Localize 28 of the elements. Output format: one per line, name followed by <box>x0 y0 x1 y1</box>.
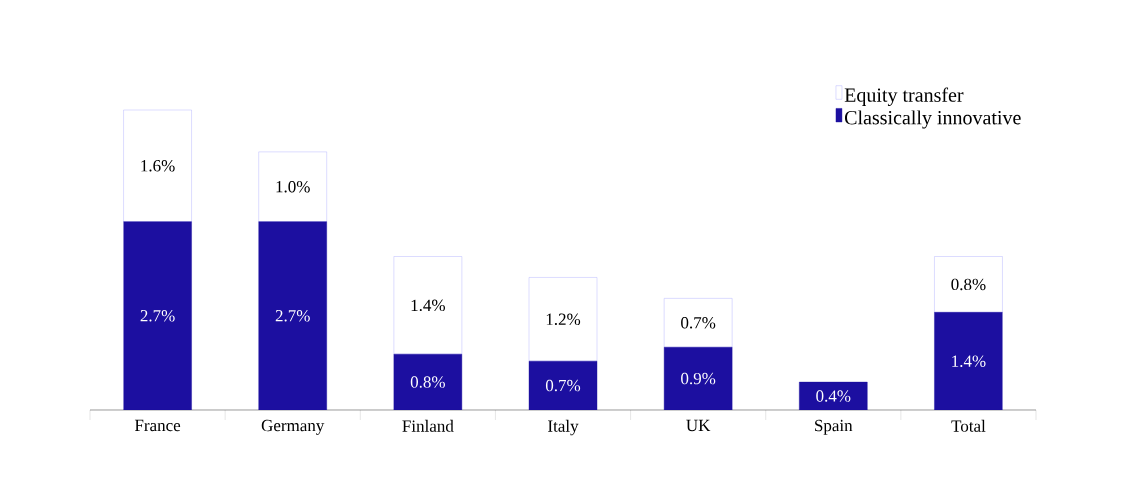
data-label: 0.8% <box>951 278 986 291</box>
data-label: 1.2% <box>546 313 581 326</box>
x-tick-label: Total <box>951 419 986 432</box>
bar <box>123 109 192 222</box>
data-label: 1.4% <box>411 299 445 312</box>
x-tick-label: France <box>134 419 181 432</box>
x-tick-label: Italy <box>548 419 579 436</box>
legend-label: Equity transfer <box>844 87 964 106</box>
x-tick-label: Germany <box>261 419 325 435</box>
bar <box>393 256 463 355</box>
data-label: 1.4% <box>952 355 986 367</box>
data-label: 2.7% <box>275 310 310 322</box>
x-tick-label: Spain <box>815 419 853 435</box>
data-label: 1.0% <box>276 180 310 193</box>
data-label: 0.4% <box>816 390 851 402</box>
data-label: 0.8% <box>410 376 445 388</box>
data-label: 1.6% <box>141 160 175 172</box>
x-tick-label: Finland <box>402 419 454 432</box>
bar <box>934 256 1003 313</box>
bar <box>258 151 327 222</box>
data-label: 0.9% <box>681 372 716 385</box>
data-label: 0.7% <box>545 379 581 392</box>
bar <box>528 277 598 362</box>
legend-label: Classically innovative <box>844 110 1021 129</box>
x-tick-label: UK <box>686 419 711 432</box>
data-label: 2.7% <box>140 310 175 322</box>
bar <box>663 298 733 348</box>
data-label: 0.7% <box>681 317 716 329</box>
